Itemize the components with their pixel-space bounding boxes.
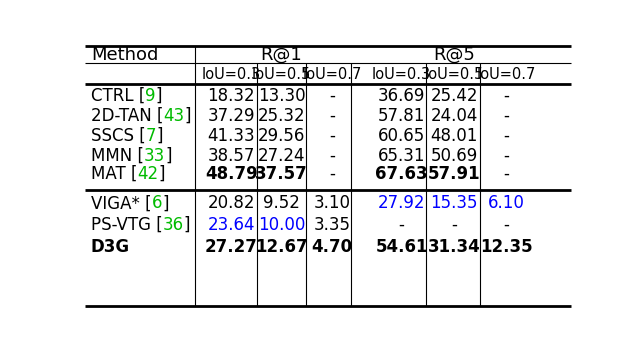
Text: 60.65: 60.65 <box>378 127 425 145</box>
Text: -: - <box>329 165 335 183</box>
Text: 9.52: 9.52 <box>263 195 300 213</box>
Text: IoU=0.7: IoU=0.7 <box>302 68 362 82</box>
Text: SSCS [: SSCS [ <box>91 127 146 145</box>
Text: R@5: R@5 <box>433 46 476 64</box>
Text: -: - <box>503 165 509 183</box>
Text: 31.34: 31.34 <box>428 238 481 255</box>
Text: -: - <box>329 127 335 145</box>
Text: 12.67: 12.67 <box>255 238 308 255</box>
Text: 18.32: 18.32 <box>207 87 255 105</box>
Text: 15.35: 15.35 <box>431 195 478 213</box>
Text: 6.10: 6.10 <box>488 195 525 213</box>
Text: 24.04: 24.04 <box>431 107 478 125</box>
Text: Method: Method <box>91 46 158 64</box>
Text: VIGA* [: VIGA* [ <box>91 195 152 213</box>
Text: 2D-TAN [: 2D-TAN [ <box>91 107 163 125</box>
Text: -: - <box>503 147 509 165</box>
Text: 9: 9 <box>145 87 156 105</box>
Text: 57.91: 57.91 <box>428 165 481 183</box>
Text: -: - <box>503 216 509 234</box>
Text: 65.31: 65.31 <box>378 147 426 165</box>
Text: IoU=0.5: IoU=0.5 <box>425 68 484 82</box>
Text: MMN [: MMN [ <box>91 147 144 165</box>
Text: ]: ] <box>162 195 168 213</box>
Text: 43: 43 <box>163 107 184 125</box>
Text: 3.10: 3.10 <box>314 195 350 213</box>
Text: -: - <box>329 147 335 165</box>
Text: 29.56: 29.56 <box>258 127 305 145</box>
Text: ]: ] <box>165 147 172 165</box>
Text: ]: ] <box>184 216 190 234</box>
Text: R@1: R@1 <box>260 46 302 64</box>
Text: IoU=0.5: IoU=0.5 <box>252 68 311 82</box>
Text: MAT [: MAT [ <box>91 165 138 183</box>
Text: 13.30: 13.30 <box>258 87 305 105</box>
Text: -: - <box>329 87 335 105</box>
Text: 57.81: 57.81 <box>378 107 426 125</box>
Text: 20.82: 20.82 <box>207 195 255 213</box>
Text: 37.29: 37.29 <box>207 107 255 125</box>
Text: -: - <box>399 216 404 234</box>
Text: 27.27: 27.27 <box>205 238 257 255</box>
Text: 38.57: 38.57 <box>207 147 255 165</box>
Text: -: - <box>503 107 509 125</box>
Text: IoU=0.3: IoU=0.3 <box>202 68 260 82</box>
Text: ]: ] <box>156 127 163 145</box>
Text: ]: ] <box>184 107 191 125</box>
Text: 10.00: 10.00 <box>258 216 305 234</box>
Text: 33: 33 <box>144 147 165 165</box>
Text: 48.79: 48.79 <box>205 165 257 183</box>
Text: ]: ] <box>156 87 162 105</box>
Text: -: - <box>503 87 509 105</box>
Text: 4.70: 4.70 <box>311 238 353 255</box>
Text: IoU=0.7: IoU=0.7 <box>477 68 536 82</box>
Text: -: - <box>451 216 457 234</box>
Text: 54.61: 54.61 <box>376 238 428 255</box>
Text: IoU=0.3: IoU=0.3 <box>372 68 431 82</box>
Text: 25.42: 25.42 <box>431 87 478 105</box>
Text: 36: 36 <box>163 216 184 234</box>
Text: 23.64: 23.64 <box>207 216 255 234</box>
Text: CTRL [: CTRL [ <box>91 87 145 105</box>
Text: 27.92: 27.92 <box>378 195 426 213</box>
Text: 36.69: 36.69 <box>378 87 426 105</box>
Text: 41.33: 41.33 <box>207 127 255 145</box>
Text: D3G: D3G <box>91 238 130 255</box>
Text: 25.32: 25.32 <box>258 107 305 125</box>
Text: 48.01: 48.01 <box>431 127 478 145</box>
Text: -: - <box>503 127 509 145</box>
Text: 50.69: 50.69 <box>431 147 478 165</box>
Text: 6: 6 <box>152 195 162 213</box>
Text: 67.63: 67.63 <box>375 165 428 183</box>
Text: PS-VTG [: PS-VTG [ <box>91 216 163 234</box>
Text: 27.24: 27.24 <box>258 147 305 165</box>
Text: 12.35: 12.35 <box>480 238 532 255</box>
Text: ]: ] <box>159 165 165 183</box>
Text: 7: 7 <box>146 127 156 145</box>
Text: 37.57: 37.57 <box>255 165 308 183</box>
Text: 42: 42 <box>138 165 159 183</box>
Text: -: - <box>329 107 335 125</box>
Text: 3.35: 3.35 <box>314 216 350 234</box>
